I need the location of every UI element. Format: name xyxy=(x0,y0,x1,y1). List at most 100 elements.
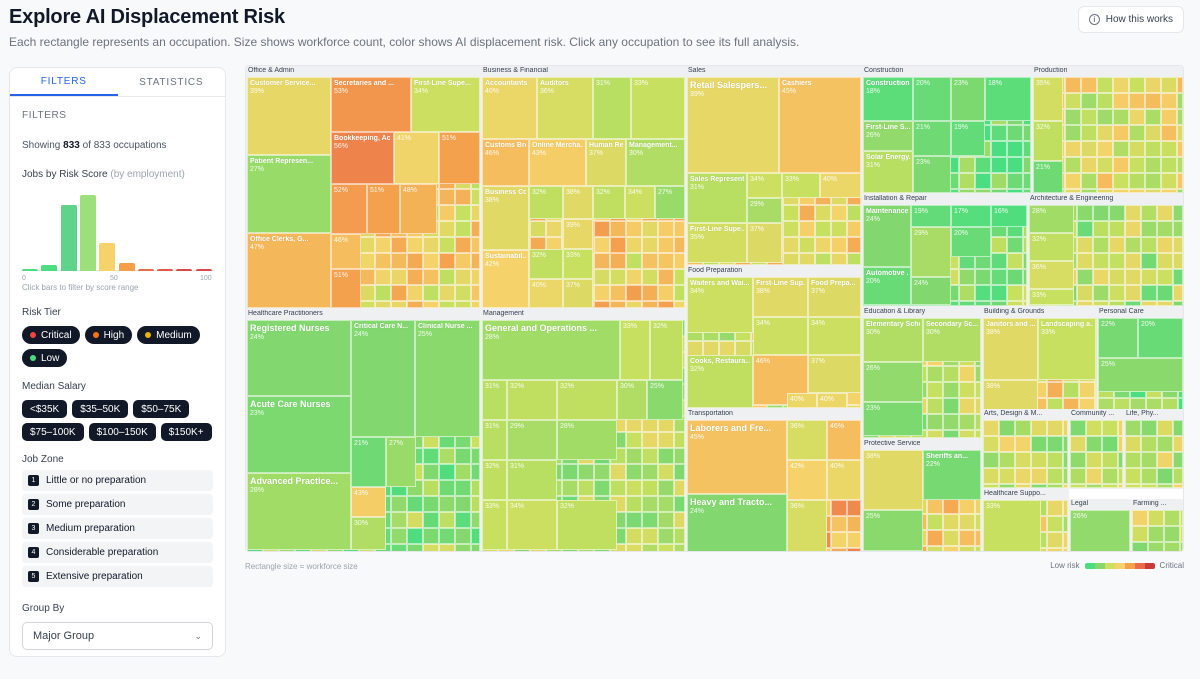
treemap-cell[interactable] xyxy=(831,500,847,516)
treemap-cell[interactable] xyxy=(439,189,455,205)
treemap-cell[interactable] xyxy=(1157,269,1173,285)
occupation-cell[interactable]: 16% xyxy=(991,205,1027,227)
treemap-cell[interactable] xyxy=(783,221,799,237)
treemap-cell[interactable] xyxy=(1015,468,1031,484)
treemap-cell[interactable] xyxy=(530,221,546,237)
occupation-cell[interactable]: 40% xyxy=(817,393,847,408)
treemap-cell[interactable] xyxy=(658,528,674,544)
occupation-cell[interactable]: Online Mercha... 43% xyxy=(529,139,586,186)
treemap-cell[interactable] xyxy=(1097,141,1113,157)
treemap-cell[interactable] xyxy=(658,269,674,285)
treemap-cell[interactable] xyxy=(626,301,642,308)
treemap-cell[interactable] xyxy=(1007,141,1023,157)
risk-chip-high[interactable]: High xyxy=(84,326,133,344)
treemap-cell[interactable] xyxy=(1097,109,1113,125)
treemap-cell[interactable] xyxy=(943,382,959,398)
occupation-cell[interactable]: 36% xyxy=(1029,261,1074,289)
treemap-cell[interactable] xyxy=(1102,436,1118,452)
treemap-cell[interactable] xyxy=(1177,189,1183,193)
histogram-bar[interactable] xyxy=(41,264,58,271)
treemap-cell[interactable] xyxy=(1113,125,1129,141)
treemap-cell[interactable] xyxy=(1145,125,1161,141)
treemap-cell[interactable] xyxy=(1145,189,1161,193)
treemap-cell[interactable] xyxy=(1031,436,1047,452)
treemap-cell[interactable] xyxy=(439,269,455,285)
treemap-cell[interactable] xyxy=(642,480,658,496)
occupation-cell[interactable]: 36% xyxy=(787,500,827,551)
occupation-cell[interactable]: 51% xyxy=(331,269,361,308)
treemap-cell[interactable] xyxy=(674,464,685,480)
treemap-cell[interactable] xyxy=(658,221,674,237)
treemap-cell[interactable] xyxy=(1157,452,1173,468)
treemap-cell[interactable] xyxy=(767,405,783,408)
occupation-cell[interactable]: Customs Bro...46% xyxy=(482,139,529,186)
treemap-cell[interactable] xyxy=(455,269,471,285)
occupation-cell[interactable]: 34% xyxy=(625,186,655,219)
treemap-cell[interactable] xyxy=(1173,285,1183,301)
treemap-cell[interactable] xyxy=(423,253,439,269)
treemap-cell[interactable] xyxy=(610,480,626,496)
treemap-cell[interactable] xyxy=(610,464,626,480)
treemap-cell[interactable] xyxy=(471,237,480,253)
treemap-cell[interactable] xyxy=(471,528,480,544)
occupation-cell[interactable]: 33% xyxy=(482,500,507,550)
treemap-cell[interactable] xyxy=(471,285,480,301)
treemap-cell[interactable] xyxy=(642,253,658,269)
treemap-cell[interactable] xyxy=(831,205,847,221)
treemap-cell[interactable] xyxy=(1081,93,1097,109)
treemap-cell[interactable] xyxy=(658,301,674,308)
treemap-cell[interactable] xyxy=(626,448,642,464)
treemap-cell[interactable] xyxy=(927,382,943,398)
treemap-cell[interactable] xyxy=(610,237,626,253)
treemap-cell[interactable] xyxy=(831,221,847,237)
treemap-cell[interactable] xyxy=(439,205,455,221)
treemap-cell[interactable] xyxy=(1141,237,1157,253)
treemap-cell[interactable] xyxy=(1077,253,1093,269)
treemap-cell[interactable] xyxy=(999,484,1015,488)
treemap-cell[interactable] xyxy=(1023,141,1031,157)
treemap-cell[interactable] xyxy=(927,530,943,546)
treemap-cell[interactable] xyxy=(375,269,391,285)
treemap-cell[interactable] xyxy=(610,285,626,301)
treemap-cell[interactable] xyxy=(1113,77,1129,93)
treemap-cell[interactable] xyxy=(991,301,1007,306)
treemap-cell[interactable] xyxy=(1173,221,1183,237)
treemap-cell[interactable] xyxy=(991,253,1007,269)
treemap-cell[interactable] xyxy=(610,301,626,308)
tab-statistics[interactable]: STATISTICS xyxy=(139,76,204,88)
occupation-cell[interactable]: First-Line Supe... 35% xyxy=(687,223,747,263)
occupation-cell[interactable]: 29% xyxy=(507,420,557,460)
treemap-cell[interactable] xyxy=(1093,221,1109,237)
treemap-cell[interactable] xyxy=(927,366,943,382)
treemap-cell[interactable] xyxy=(1118,452,1123,468)
treemap-cell[interactable] xyxy=(1157,205,1173,221)
occupation-cell[interactable]: Secretaries and ... 53% xyxy=(331,77,411,132)
treemap-cell[interactable] xyxy=(1097,77,1113,93)
occupation-cell[interactable]: Auditors 36% xyxy=(537,77,593,139)
treemap-cell[interactable] xyxy=(975,498,981,514)
treemap-cell[interactable] xyxy=(626,512,642,528)
treemap-cell[interactable] xyxy=(1129,109,1145,125)
occupation-cell[interactable]: 33% xyxy=(1029,289,1074,305)
treemap-cell[interactable] xyxy=(1125,253,1141,269)
occupation-cell[interactable]: 38% xyxy=(563,186,593,219)
treemap-cell[interactable] xyxy=(1081,141,1097,157)
treemap-cell[interactable] xyxy=(1177,109,1183,125)
treemap-cell[interactable] xyxy=(594,269,610,285)
occupation-cell[interactable]: 26% xyxy=(863,362,923,402)
occupation-cell[interactable]: 48% xyxy=(400,184,437,234)
treemap-cell[interactable] xyxy=(927,546,943,551)
treemap-cell[interactable] xyxy=(1047,468,1063,484)
treemap-cell[interactable] xyxy=(983,484,999,488)
occupation-cell[interactable]: Heavy and Tracto... 24% xyxy=(687,494,787,551)
treemap-cell[interactable] xyxy=(959,430,975,438)
treemap-cell[interactable] xyxy=(1093,253,1109,269)
occupation-cell[interactable]: 23% xyxy=(951,77,985,121)
occupation-cell[interactable]: 31% xyxy=(507,460,557,500)
occupation-cell[interactable]: Sustainabil... 42% xyxy=(482,250,529,308)
occupation-cell[interactable]: 33% xyxy=(782,173,820,198)
treemap-cell[interactable] xyxy=(1145,93,1161,109)
treemap-cell[interactable] xyxy=(927,430,943,438)
treemap-cell[interactable] xyxy=(1031,468,1047,484)
occupation-cell[interactable]: 40% xyxy=(529,279,563,308)
